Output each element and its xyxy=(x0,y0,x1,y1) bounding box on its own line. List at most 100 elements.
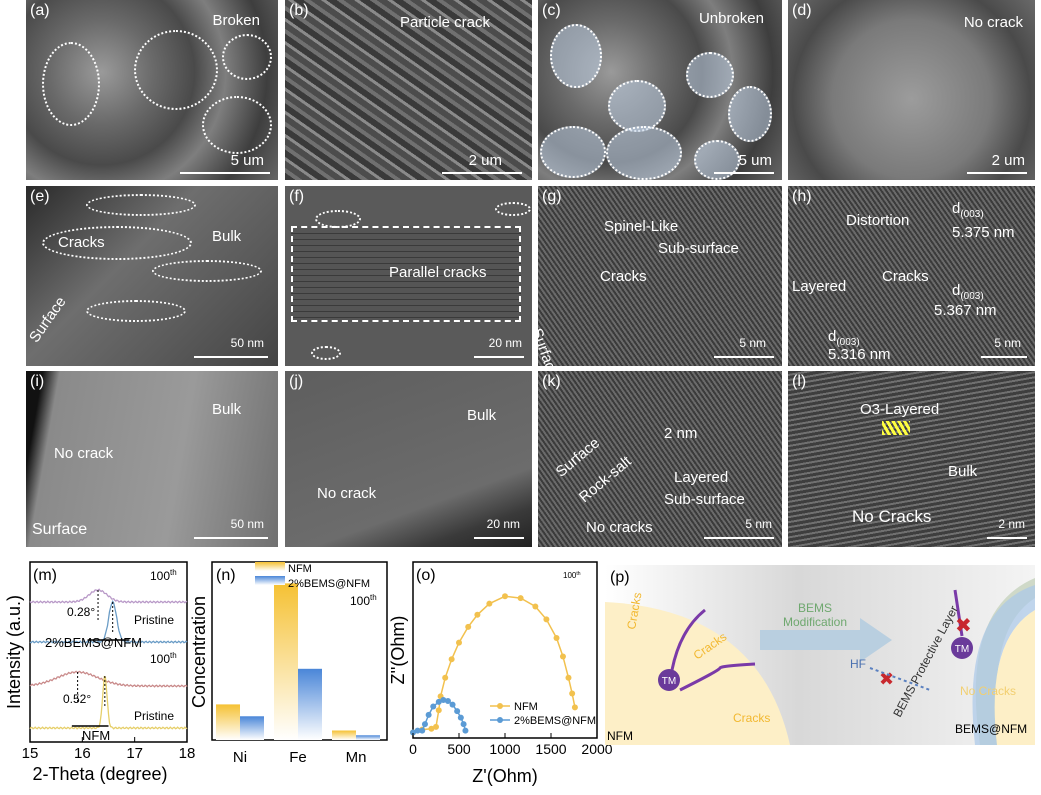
legend-bems: 2%BEMS@NFM xyxy=(514,715,596,727)
scale-label: 20 nm xyxy=(488,336,522,350)
annotation-100th: 100th xyxy=(563,571,581,580)
annotation: Cracks xyxy=(58,234,105,251)
nyquist-point xyxy=(565,674,572,681)
cracks-label: Cracks xyxy=(733,711,770,725)
x-axis-label: 2-Theta (degree) xyxy=(32,764,167,784)
bar-ni xyxy=(216,704,240,740)
t: 100 xyxy=(150,652,170,666)
scale-label: 20 nm xyxy=(486,517,520,531)
panel-c: (c) Unbroken 5 um xyxy=(538,0,782,180)
scale-bar xyxy=(967,172,1027,174)
legend-swatch-bems xyxy=(255,576,285,585)
x-tick-label: 2000 xyxy=(581,741,612,757)
legend-swatch-nfm xyxy=(255,562,285,571)
particle-outline xyxy=(608,80,666,132)
nyquist-point xyxy=(430,703,437,710)
nyquist-point xyxy=(410,729,416,736)
crack-outline xyxy=(311,346,341,360)
annotation: Surface xyxy=(32,521,88,538)
cracks-label: Cracks xyxy=(624,591,644,630)
t: 100 xyxy=(350,594,370,608)
annotation: No Cracks xyxy=(852,507,932,526)
particle-outline xyxy=(134,30,218,110)
panel-g: (g) Spinel-Like Sub-surface Cracks Surfa… xyxy=(538,186,782,366)
panel-label: (n) xyxy=(216,567,236,584)
particle-outline xyxy=(686,52,734,98)
nyquist-point xyxy=(440,697,447,704)
x-tick-label: Mn xyxy=(346,749,367,766)
d-spacing-label: d(003) xyxy=(952,200,984,220)
d-spacing-label: d(003) xyxy=(952,282,984,302)
annotation: No crack xyxy=(317,485,377,502)
x-tick-label: 1500 xyxy=(535,741,566,757)
migration-arrow xyxy=(953,589,964,637)
crack-outline xyxy=(495,202,531,216)
bems-label: BEMS xyxy=(798,601,832,615)
nyquist-point xyxy=(425,711,432,718)
panel-a: (a) Broken 5 um xyxy=(26,0,278,180)
scale-bar xyxy=(194,537,268,539)
nyquist-point xyxy=(454,708,461,715)
scale-label: 5 nm xyxy=(994,336,1021,350)
bems-nfm-label: BEMS@NFM xyxy=(955,722,1027,736)
annotation-100th: 100th xyxy=(350,593,377,608)
nyquist-point xyxy=(449,701,456,708)
migration-arrow xyxy=(679,662,756,692)
crack-outline xyxy=(42,226,192,260)
chart-o: 0 500 1000 1500 2000 (o) 100th NFM 2%BEMS@NF… xyxy=(388,561,613,786)
x-tick-label: 17 xyxy=(126,745,143,762)
scale-label: 2 nm xyxy=(998,517,1025,531)
nyquist-point xyxy=(553,634,560,641)
panel-label: (c) xyxy=(542,2,561,19)
panel-label: (l) xyxy=(792,373,807,390)
annotation: Cracks xyxy=(600,268,647,285)
crack-outline xyxy=(86,194,196,216)
tm-atom xyxy=(658,669,680,691)
annotation: Surface xyxy=(26,293,70,346)
annotation-100th: 100th xyxy=(150,568,177,583)
xrd-curve xyxy=(29,670,188,688)
nyquist-point xyxy=(428,725,435,732)
x-tick-label: 16 xyxy=(74,745,91,762)
nyquist-point xyxy=(474,611,481,618)
panel-label: (p) xyxy=(610,569,630,586)
scale-label: 50 nm xyxy=(230,517,264,531)
annotation: Cracks xyxy=(882,268,929,285)
t: th xyxy=(576,571,580,577)
annotation: Bulk xyxy=(948,463,978,480)
bottom-charts: 15 16 17 18 (m) 100th 0.28° Pristine 2%BEMS… xyxy=(4,561,1035,786)
panel-l: (l) O3-Layered Bulk No Cracks 2 nm xyxy=(788,371,1035,547)
hkl: (003) xyxy=(960,291,984,302)
scale-bar xyxy=(194,356,268,358)
nyquist-point xyxy=(433,723,439,730)
particle-outline xyxy=(550,24,602,88)
annotation: Surface xyxy=(552,434,604,481)
nyquist-point xyxy=(486,600,493,607)
sample-label: NFM xyxy=(82,728,110,743)
scale-label: 50 nm xyxy=(230,336,264,350)
cross-icon: ✖ xyxy=(879,669,894,689)
panel-h: (h) Distortion Cracks Layered d(003) 5.3… xyxy=(788,186,1035,366)
panel-k: (k) Surface Rock-salt 2 nm Layered Sub-s… xyxy=(538,371,782,547)
x-tick-label: 1000 xyxy=(489,741,520,757)
panel-d: (d) No crack 2 um xyxy=(788,0,1035,180)
annotation: No cracks xyxy=(586,519,653,536)
scale-bar xyxy=(987,537,1027,539)
panel-label: (a) xyxy=(30,2,50,19)
annotation: Layered xyxy=(674,469,729,486)
annotation: Layered xyxy=(792,278,847,295)
nyquist-point xyxy=(419,727,426,734)
annotation-pristine: Pristine xyxy=(134,709,174,723)
t: th xyxy=(370,593,377,602)
panel-e: (e) Cracks Bulk Surface 50 nm xyxy=(26,186,278,366)
cross-icon: ✖ xyxy=(955,615,972,637)
sample-label: 2%BEMS@NFM xyxy=(45,635,142,650)
t: 100 xyxy=(150,569,170,583)
annotation: Bulk xyxy=(212,228,242,245)
panel-f: (f) Parallel cracks 20 nm xyxy=(285,186,532,366)
scale-label: 5 um xyxy=(230,152,264,169)
nyquist-point xyxy=(465,623,472,630)
x-tick-label: 0 xyxy=(409,741,417,757)
annotation: Surface xyxy=(538,326,562,366)
hkl: (003) xyxy=(836,337,860,348)
